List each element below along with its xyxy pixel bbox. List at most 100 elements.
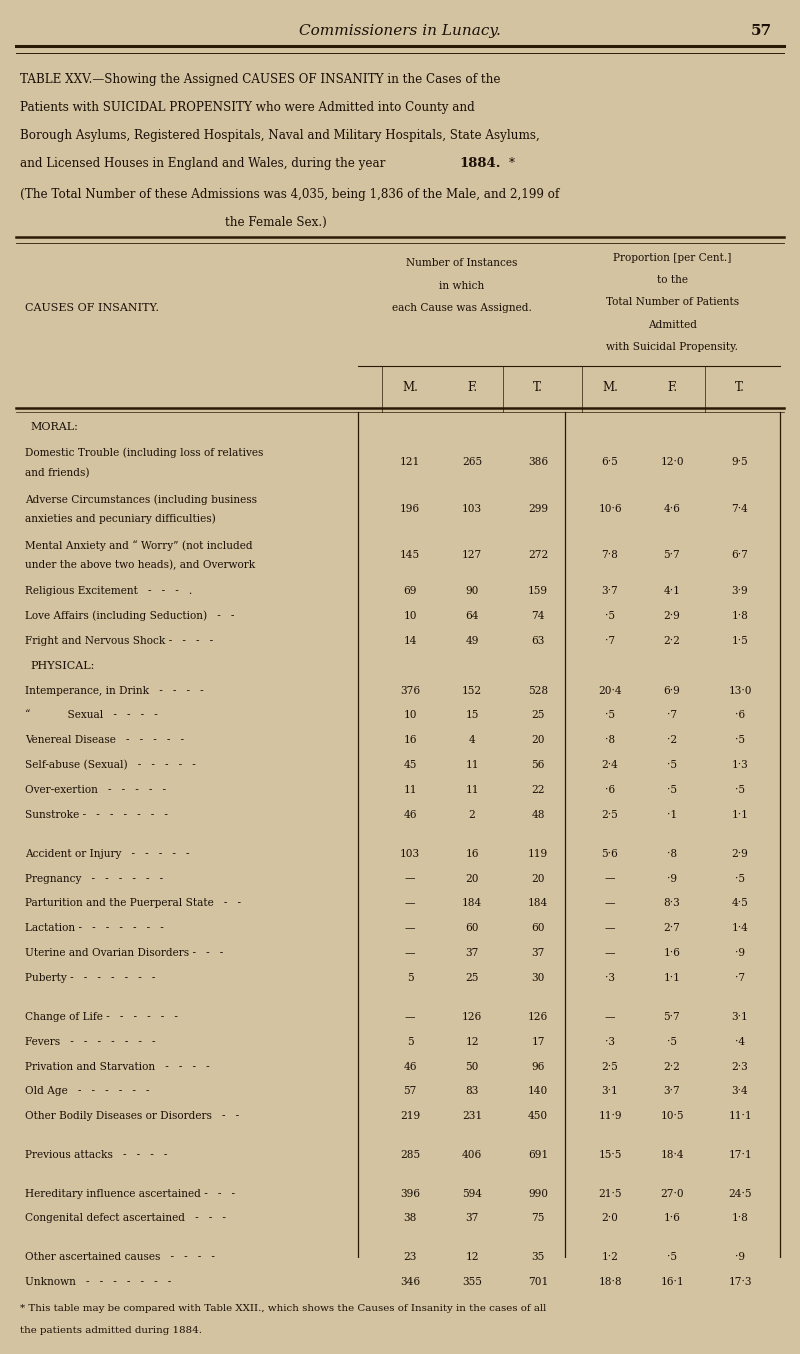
Text: 594: 594 <box>462 1189 482 1198</box>
Text: 21·5: 21·5 <box>598 1189 622 1198</box>
Text: 119: 119 <box>528 849 548 858</box>
Text: Uterine and Ovarian Disorders -   -   -: Uterine and Ovarian Disorders - - - <box>25 948 223 959</box>
Text: 10·6: 10·6 <box>598 504 622 513</box>
Text: 4·1: 4·1 <box>663 586 681 596</box>
Text: in which: in which <box>439 280 484 291</box>
Text: 11: 11 <box>466 785 478 795</box>
Text: 27·0: 27·0 <box>660 1189 684 1198</box>
Text: ·6: ·6 <box>735 711 745 720</box>
Text: ·3: ·3 <box>605 974 615 983</box>
Text: 5·7: 5·7 <box>664 550 680 561</box>
Text: * This table may be compared with Table XXII., which shows the Causes of Insanit: * This table may be compared with Table … <box>20 1304 546 1313</box>
Text: 140: 140 <box>528 1086 548 1097</box>
Text: 17: 17 <box>531 1037 545 1047</box>
Text: F.: F. <box>667 380 677 394</box>
Text: 83: 83 <box>466 1086 478 1097</box>
Text: —: — <box>605 899 615 909</box>
Text: Mental Anxiety and “ Worry” (not included: Mental Anxiety and “ Worry” (not include… <box>25 540 253 551</box>
Text: 1·2: 1·2 <box>602 1252 618 1262</box>
Text: 1·8: 1·8 <box>731 611 749 621</box>
Text: 386: 386 <box>528 458 548 467</box>
Text: 2·2: 2·2 <box>663 1062 681 1071</box>
Text: 15: 15 <box>466 711 478 720</box>
Text: 3·7: 3·7 <box>664 1086 680 1097</box>
Text: 12: 12 <box>466 1037 478 1047</box>
Text: 145: 145 <box>400 550 420 561</box>
Text: Domestic Trouble (including loss of relatives: Domestic Trouble (including loss of rela… <box>25 448 263 458</box>
Text: Commissioners in Lunacy.: Commissioners in Lunacy. <box>299 24 501 38</box>
Text: 24·5: 24·5 <box>728 1189 752 1198</box>
Text: 346: 346 <box>400 1277 420 1288</box>
Text: 30: 30 <box>531 974 545 983</box>
Text: 406: 406 <box>462 1150 482 1160</box>
Text: Hereditary influence ascertained -   -   -: Hereditary influence ascertained - - - <box>25 1189 235 1198</box>
Text: Other Bodily Diseases or Disorders   -   -: Other Bodily Diseases or Disorders - - <box>25 1112 239 1121</box>
Text: ·1: ·1 <box>667 810 677 821</box>
Text: 2·0: 2·0 <box>602 1213 618 1224</box>
Text: 11: 11 <box>403 785 417 795</box>
Text: 46: 46 <box>403 1062 417 1071</box>
Text: —: — <box>405 948 415 959</box>
Text: Self-abuse (Sexual)   -   -   -   -   -: Self-abuse (Sexual) - - - - - <box>25 760 196 770</box>
Text: with Suicidal Propensity.: with Suicidal Propensity. <box>606 341 738 352</box>
Text: 4: 4 <box>469 735 475 745</box>
Text: the Female Sex.): the Female Sex.) <box>225 215 326 229</box>
Text: 96: 96 <box>531 1062 545 1071</box>
Text: T.: T. <box>533 380 543 394</box>
Text: 196: 196 <box>400 504 420 513</box>
Text: 103: 103 <box>462 504 482 513</box>
Text: —: — <box>405 873 415 884</box>
Text: 60: 60 <box>531 923 545 933</box>
Text: ·4: ·4 <box>735 1037 745 1047</box>
Text: 3·1: 3·1 <box>602 1086 618 1097</box>
Text: ·5: ·5 <box>605 711 615 720</box>
Text: 18·8: 18·8 <box>598 1277 622 1288</box>
Text: 9·5: 9·5 <box>732 458 748 467</box>
Text: “           Sexual   -   -   -   -: “ Sexual - - - - <box>25 711 158 720</box>
Text: 16: 16 <box>466 849 478 858</box>
Text: 18·4: 18·4 <box>660 1150 684 1160</box>
Text: 3·4: 3·4 <box>732 1086 748 1097</box>
Text: Number of Instances: Number of Instances <box>406 259 517 268</box>
Text: Religious Excitement   -   -   -   .: Religious Excitement - - - . <box>25 586 192 596</box>
Text: 49: 49 <box>466 636 478 646</box>
Text: 691: 691 <box>528 1150 548 1160</box>
Text: 2·7: 2·7 <box>663 923 681 933</box>
Text: 184: 184 <box>528 899 548 909</box>
Text: 37: 37 <box>531 948 545 959</box>
Text: ·5: ·5 <box>667 785 677 795</box>
Text: —: — <box>605 923 615 933</box>
Text: 126: 126 <box>528 1011 548 1022</box>
Text: 75: 75 <box>531 1213 545 1224</box>
Text: 376: 376 <box>400 685 420 696</box>
Text: 103: 103 <box>400 849 420 858</box>
Text: 38: 38 <box>403 1213 417 1224</box>
Text: ·8: ·8 <box>667 849 677 858</box>
Text: 45: 45 <box>403 760 417 770</box>
Text: —: — <box>405 923 415 933</box>
Text: 60: 60 <box>466 923 478 933</box>
Text: 10: 10 <box>403 711 417 720</box>
Text: 6·5: 6·5 <box>602 458 618 467</box>
Text: Intemperance, in Drink   -   -   -   -: Intemperance, in Drink - - - - <box>25 685 204 696</box>
Text: 35: 35 <box>531 1252 545 1262</box>
Text: Lactation -   -   -   -   -   -   -: Lactation - - - - - - - <box>25 923 164 933</box>
Text: Pregnancy   -   -   -   -   -   -: Pregnancy - - - - - - <box>25 873 163 884</box>
Text: 450: 450 <box>528 1112 548 1121</box>
Text: 3·1: 3·1 <box>732 1011 748 1022</box>
Text: Admitted: Admitted <box>648 320 697 329</box>
Text: 2·9: 2·9 <box>732 849 748 858</box>
Text: 6·9: 6·9 <box>664 685 680 696</box>
Text: under the above two heads), and Overwork: under the above two heads), and Overwork <box>25 561 255 570</box>
Text: ·5: ·5 <box>667 1037 677 1047</box>
Text: Sunstroke -   -   -   -   -   -   -: Sunstroke - - - - - - - <box>25 810 168 821</box>
Text: Love Affairs (including Seduction)   -   -: Love Affairs (including Seduction) - - <box>25 611 234 621</box>
Text: 25: 25 <box>466 974 478 983</box>
Text: 50: 50 <box>466 1062 478 1071</box>
Text: 74: 74 <box>531 611 545 621</box>
Text: F.: F. <box>467 380 477 394</box>
Text: 2·4: 2·4 <box>602 760 618 770</box>
Text: Fright and Nervous Shock -   -   -   -: Fright and Nervous Shock - - - - <box>25 636 213 646</box>
Text: 4·5: 4·5 <box>732 899 748 909</box>
Text: Parturition and the Puerperal State   -   -: Parturition and the Puerperal State - - <box>25 899 241 909</box>
